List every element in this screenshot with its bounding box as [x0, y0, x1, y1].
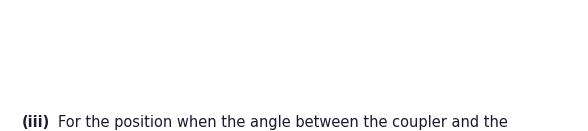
Text: For the position when the angle between the coupler and the: For the position when the angle between …: [58, 115, 508, 130]
Text: (iii): (iii): [22, 115, 50, 130]
